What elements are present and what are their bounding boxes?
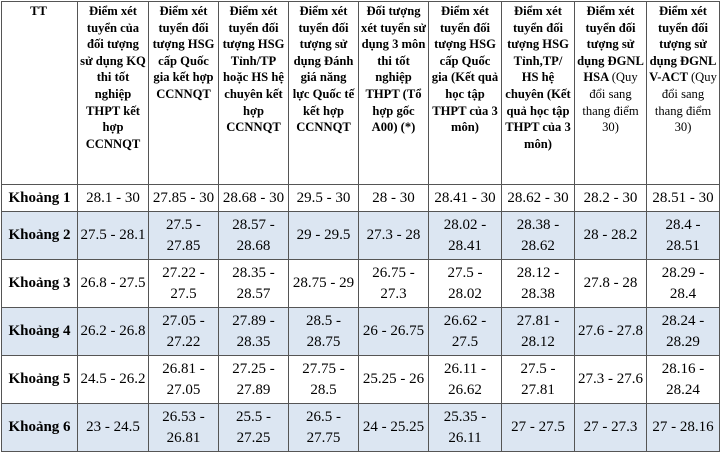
- score-range: 27.5 - 27.81: [501, 355, 575, 404]
- score-range: 28.35 - 28.57: [218, 259, 289, 308]
- score-range: 27.75 - 28.5: [288, 355, 359, 404]
- header-cell: Điểm xét tuyển đối tượng sử dụng ĐGNL HS…: [574, 1, 647, 185]
- score-range: 27.3 - 27.6: [574, 355, 647, 404]
- score-range: 27 - 28.16: [646, 403, 720, 452]
- score-range: 29.5 - 30: [288, 184, 359, 212]
- row-label: Khoảng 5: [1, 355, 78, 404]
- score-range: 24 - 25.25: [358, 403, 429, 452]
- header-cell: Điểm xét tuyển đối tượng HSG Tỉnh/TP hoặ…: [218, 1, 289, 185]
- table-row: Khoảng 4 26.2 - 26.8 27.05 - 27.22 27.89 - …: [1, 307, 720, 356]
- score-range: 28.38 - 28.62: [501, 211, 575, 260]
- score-range: 27.89 - 28.35: [218, 307, 289, 356]
- score-range: 27.5 - 27.85: [148, 211, 219, 260]
- header-cell: Đối tượng xét tuyển sử dụng 3 môn thi tố…: [358, 1, 429, 185]
- table-row: Khoảng 2 27.5 - 28.1 27.5 - 27.85 28.57 - 2…: [1, 211, 720, 260]
- score-range: 27.5 - 28.1: [77, 211, 149, 260]
- table-row: Khoảng 3 26.8 - 27.5 27.22 - 27.5 28.35 - 2…: [1, 259, 720, 308]
- row-label: Khoảng 3: [1, 259, 78, 308]
- score-range: 28.24 - 28.29: [646, 307, 720, 356]
- score-range: 28.41 - 30: [428, 184, 502, 212]
- header-text: Điểm xét tuyển đối tượng sử dụng Đánh gi…: [292, 4, 355, 135]
- row-label: Khoảng 6: [1, 403, 78, 452]
- score-range: 23 - 24.5: [77, 403, 149, 452]
- header-text: Điểm xét tuyển đối tượng HSG cấp Quốc gi…: [431, 4, 499, 135]
- score-range: 27 - 27.3: [574, 403, 647, 452]
- table-row: Khoảng 5 24.5 - 26.2 26.81 - 27.05 27.25 - …: [1, 355, 720, 404]
- score-range: 27.81 - 28.12: [501, 307, 575, 356]
- header-text: TT: [30, 4, 47, 18]
- header-cell: Điểm xét tuyển của đối tượng sử dụng KQ …: [77, 1, 149, 185]
- score-range: 28.16 - 28.24: [646, 355, 720, 404]
- score-range: 28.75 - 29: [288, 259, 359, 308]
- header-cell: Điểm xét tuyển đối tượng HSG cấp Quốc gi…: [428, 1, 502, 185]
- score-range: 27.05 - 27.22: [148, 307, 219, 356]
- score-range: 27.3 - 28: [358, 211, 429, 260]
- header-cell: Điểm xét tuyển đối tượng sử dụng Đánh gi…: [288, 1, 359, 185]
- row-label: Khoảng 1: [1, 184, 78, 212]
- header-text: Đối tượng xét tuyển sử dụng 3 môn thi tố…: [361, 4, 426, 135]
- header-text: Điểm xét tuyển của đối tượng sử dụng KQ …: [80, 4, 146, 151]
- score-range: 28.02 - 28.41: [428, 211, 502, 260]
- score-range: 26.11 - 26.62: [428, 355, 502, 404]
- score-range: 24.5 - 26.2: [77, 355, 149, 404]
- score-range: 26.8 - 27.5: [77, 259, 149, 308]
- score-range: 28.4 - 28.51: [646, 211, 720, 260]
- score-range: 26 - 26.75: [358, 307, 429, 356]
- score-range: 28 - 28.2: [574, 211, 647, 260]
- score-range: 28 - 30: [358, 184, 429, 212]
- header-row: TT Điểm xét tuyển của đối tượng sử dụng K…: [1, 1, 720, 185]
- header-cell: TT: [1, 1, 78, 185]
- score-range: 26.81 - 27.05: [148, 355, 219, 404]
- header-text: Điểm xét tuyển đối tượng HSG Tỉnh,TP/ HS…: [505, 4, 571, 151]
- table-row: Khoảng 1 28.1 - 30 27.85 - 30 28.68 - 30 29.…: [1, 184, 720, 212]
- table-body: Khoảng 1 28.1 - 30 27.85 - 30 28.68 - 30 29.…: [1, 184, 720, 452]
- score-range: 27.5 - 28.02: [428, 259, 502, 308]
- score-range: 28.12 - 28.38: [501, 259, 575, 308]
- score-range: 28.57 - 28.68: [218, 211, 289, 260]
- header-text: Điểm xét tuyển đối tượng sử dụng ĐGNL HS…: [577, 4, 644, 85]
- header-text: Điểm xét tuyển đối tượng HSG cấp Quốc gi…: [152, 4, 215, 101]
- score-range: 26.2 - 26.8: [77, 307, 149, 356]
- score-range: 26.5 - 27.75: [288, 403, 359, 452]
- score-range: 26.62 - 27.5: [428, 307, 502, 356]
- score-range: 28.5 - 28.75: [288, 307, 359, 356]
- score-range: 27.6 - 27.8: [574, 307, 647, 356]
- row-label: Khoảng 2: [1, 211, 78, 260]
- header-text: Điểm xét tuyển đối tượng sử dụng ĐGNL V-…: [649, 4, 717, 85]
- score-range: 25.35 - 26.11: [428, 403, 502, 452]
- score-range: 29 - 29.5: [288, 211, 359, 260]
- score-range: 28.2 - 30: [574, 184, 647, 212]
- header-cell: Điểm xét tuyển đối tượng sử dụng ĐGNL V-…: [646, 1, 720, 185]
- score-range: 27 - 27.5: [501, 403, 575, 452]
- score-range: 28.29 - 28.4: [646, 259, 720, 308]
- header-cell: Điểm xét tuyển đối tượng HSG Tỉnh,TP/ HS…: [501, 1, 575, 185]
- score-range: 25.25 - 26: [358, 355, 429, 404]
- header-note: (Quy đổi sang thang điểm 30): [654, 70, 717, 135]
- score-range: 26.75 - 27.3: [358, 259, 429, 308]
- score-range: 28.62 - 30: [501, 184, 575, 212]
- score-range: 28.51 - 30: [646, 184, 720, 212]
- score-range: 27.8 - 28: [574, 259, 647, 308]
- header-cell: Điểm xét tuyển đối tượng HSG cấp Quốc gi…: [148, 1, 219, 185]
- score-range: 27.85 - 30: [148, 184, 219, 212]
- score-range: 27.25 - 27.89: [218, 355, 289, 404]
- row-label: Khoảng 4: [1, 307, 78, 356]
- score-range: 27.22 - 27.5: [148, 259, 219, 308]
- score-range: 26.53 - 26.81: [148, 403, 219, 452]
- score-range: 28.1 - 30: [77, 184, 149, 212]
- table-row: Khoảng 6 23 - 24.5 26.53 - 26.81 25.5 - 27.…: [1, 403, 720, 452]
- header-text: Điểm xét tuyển đối tượng HSG Tỉnh/TP hoặ…: [222, 4, 285, 135]
- score-range: 25.5 - 27.25: [218, 403, 289, 452]
- header-note: (Quy đổi sang thang điểm 30): [582, 70, 639, 135]
- score-range: 28.68 - 30: [218, 184, 289, 212]
